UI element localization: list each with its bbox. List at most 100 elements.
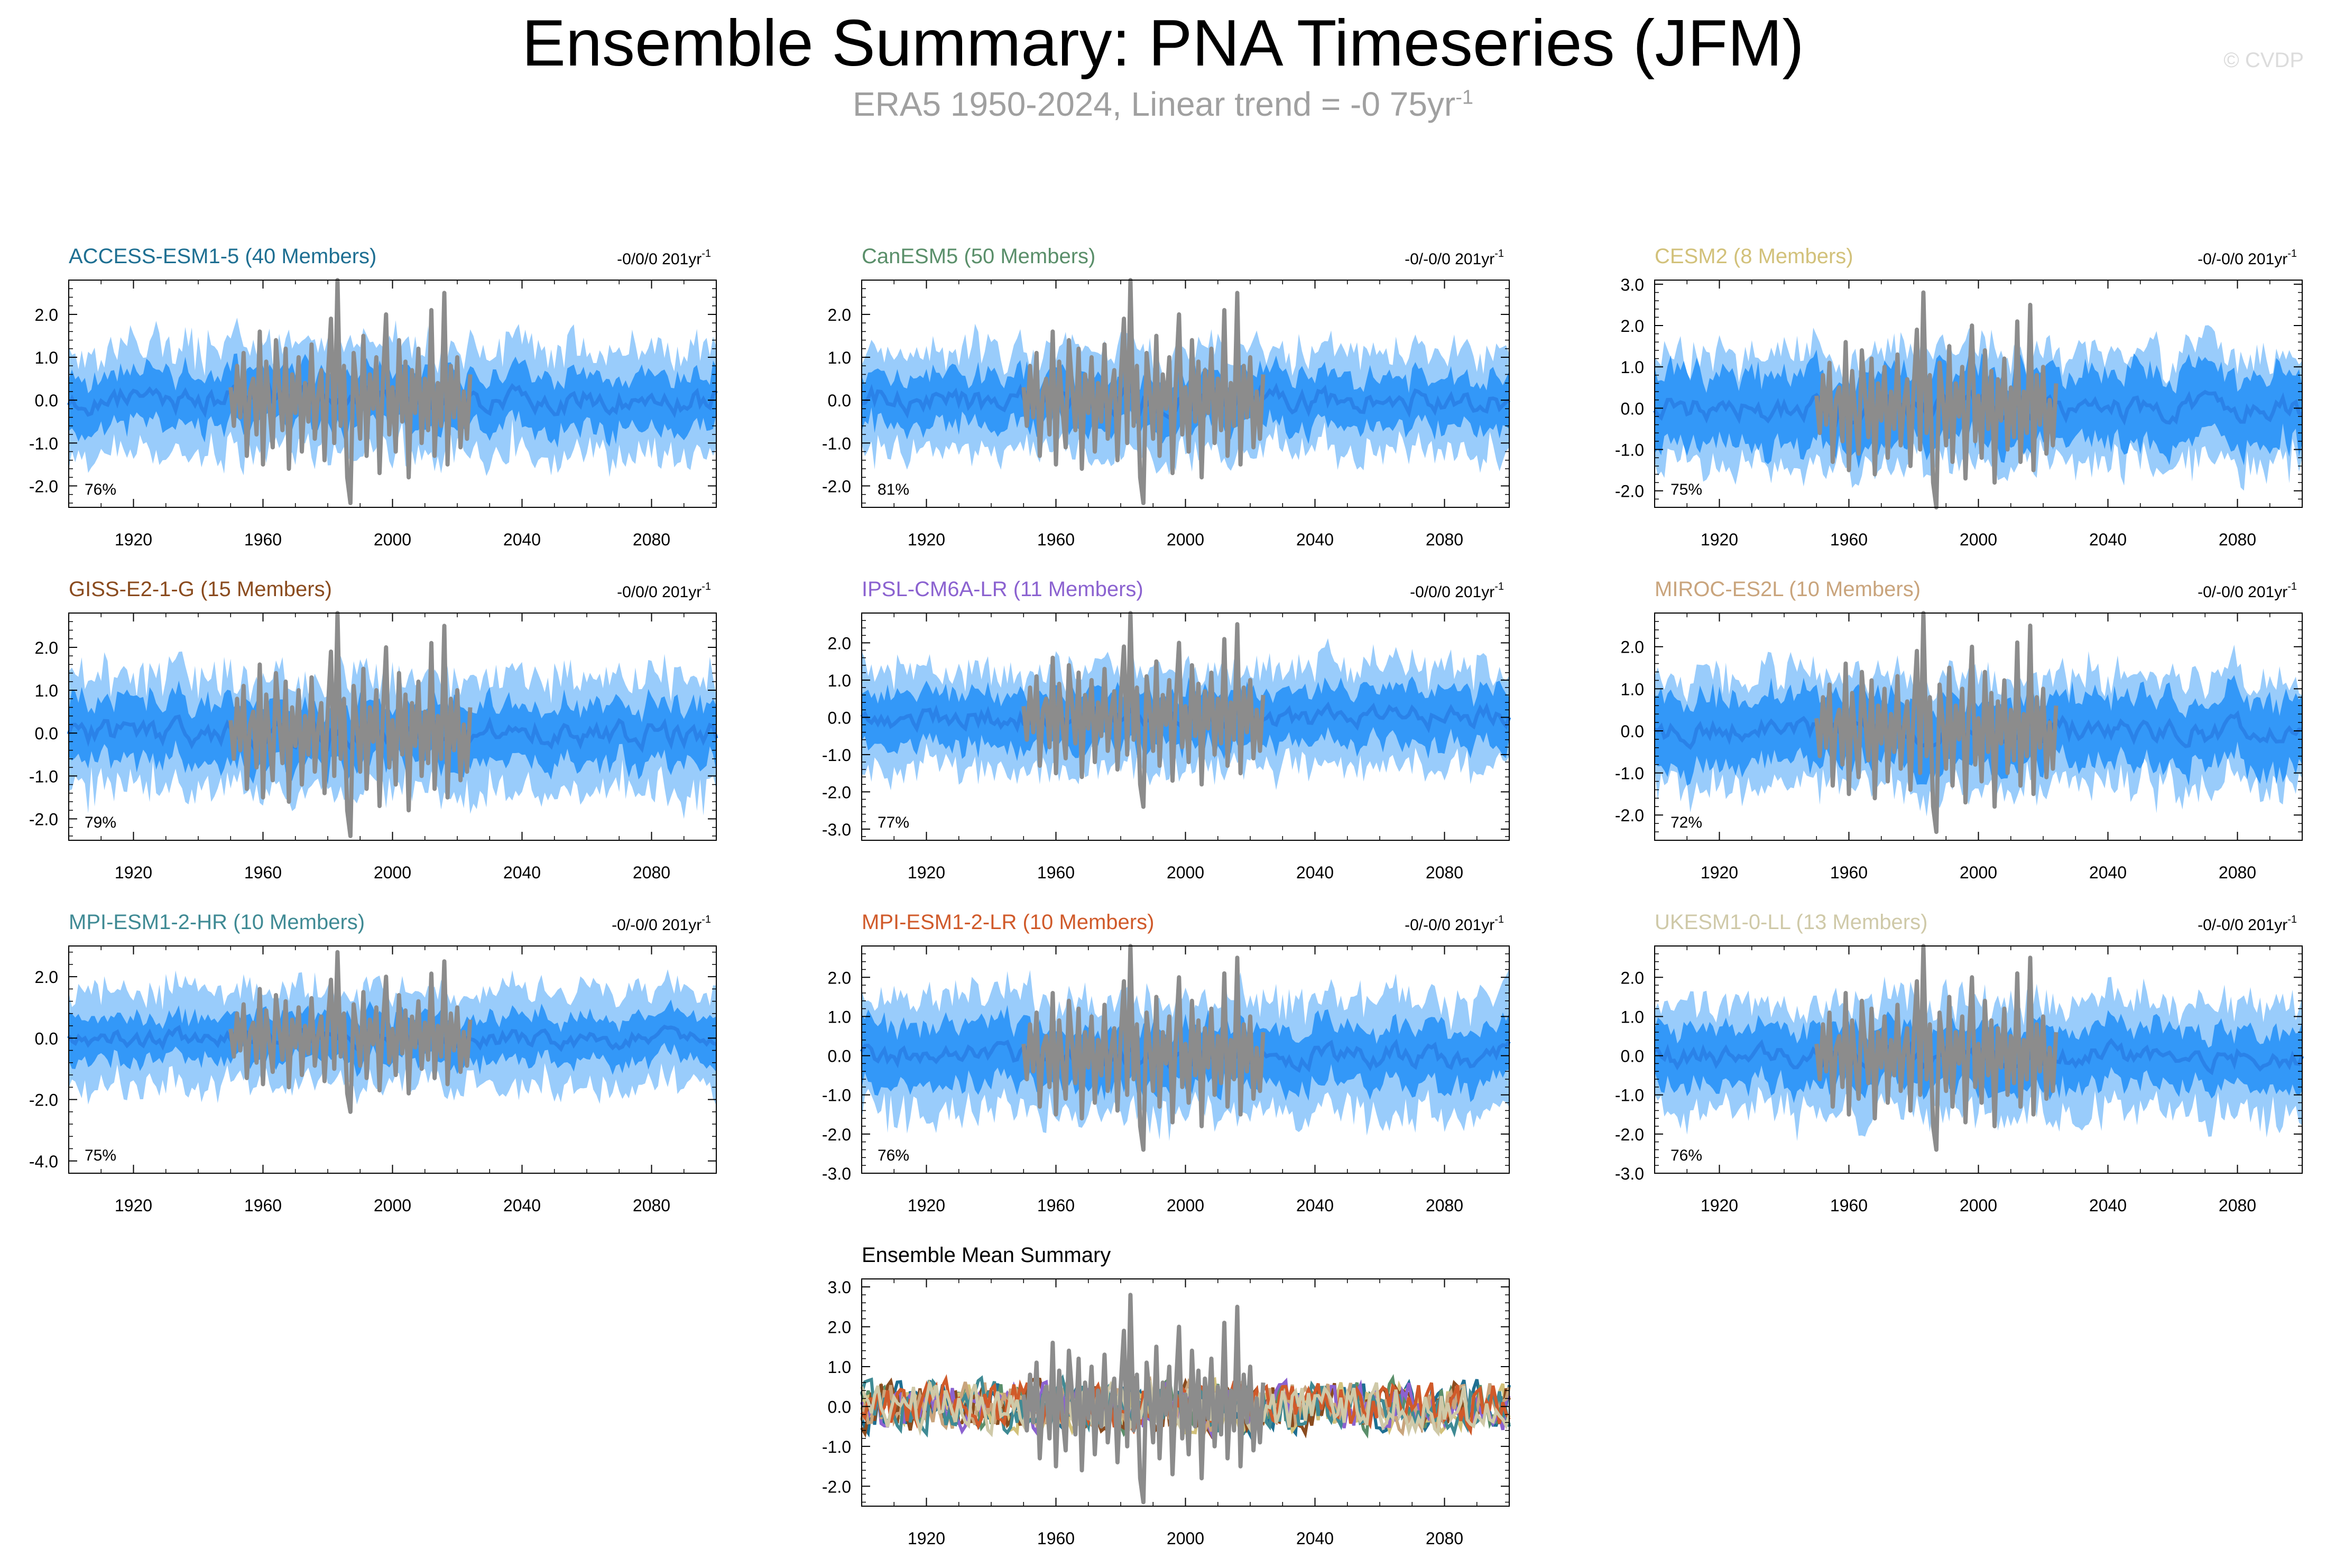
panel-ipsl-cm6a-lr-11-members: IPSL-CM6A-LR (11 Members) -0/0/0 201yr-1 2… bbox=[822, 578, 1511, 882]
panel-canesm5-50-members: CanESM5 (50 Members) -0/-0/0 201yr-1 2.0 1.… bbox=[822, 245, 1511, 549]
y-tick-label: 1.0 bbox=[828, 1007, 851, 1026]
x-tick-label: 2040 bbox=[1296, 863, 1334, 882]
x-tick-label: 2080 bbox=[633, 863, 670, 882]
x-tick-label: 2000 bbox=[1167, 863, 1204, 882]
trend-exponent: -1 bbox=[1494, 914, 1504, 925]
x-tick-label: 1960 bbox=[1830, 1196, 1868, 1215]
y-tick-label: -3.0 bbox=[822, 820, 851, 839]
panel-title: ACCESS-ESM1-5 (40 Members) bbox=[69, 245, 376, 268]
x-tick-label: 2000 bbox=[1960, 530, 1997, 549]
y-tick-label: -1.0 bbox=[822, 746, 851, 765]
trend-exponent: -1 bbox=[2287, 248, 2297, 259]
x-tick-label: 1920 bbox=[1701, 1196, 1738, 1215]
y-tick-label: 2.0 bbox=[828, 1318, 851, 1337]
observation-line bbox=[1021, 1293, 1266, 1505]
x-tick-label: 2040 bbox=[2089, 863, 2127, 882]
x-tick-label: 1960 bbox=[244, 863, 282, 882]
trend-label: -0/0/0 201yr-1 bbox=[617, 581, 711, 601]
x-tick-label: 2000 bbox=[1167, 1196, 1204, 1215]
percent-label: 76% bbox=[878, 1147, 909, 1164]
y-tick-label: 0.0 bbox=[1621, 722, 1644, 741]
y-tick-label: 1.0 bbox=[828, 348, 851, 367]
y-tick-label: 2.0 bbox=[828, 305, 851, 324]
x-tick-label: 1920 bbox=[908, 863, 945, 882]
y-tick-label: 2.0 bbox=[828, 634, 851, 653]
y-tick-label: -2.0 bbox=[1615, 482, 1644, 501]
y-tick-label: -2.0 bbox=[822, 783, 851, 802]
panel-access-esm1-5-40-members: ACCESS-ESM1-5 (40 Members) -0/0/0 201yr-1… bbox=[29, 245, 718, 549]
panel-title: CESM2 (8 Members) bbox=[1655, 245, 1853, 268]
y-tick-label: 0.0 bbox=[828, 708, 851, 727]
x-tick-label: 1960 bbox=[1830, 863, 1868, 882]
y-tick-label: -3.0 bbox=[1615, 1164, 1644, 1183]
y-tick-label: 2.0 bbox=[1621, 638, 1644, 657]
panel-title: MPI-ESM1-2-HR (10 Members) bbox=[69, 911, 365, 934]
x-tick-label: 2040 bbox=[1296, 530, 1334, 549]
y-tick-label: -2.0 bbox=[822, 1125, 851, 1144]
observation-line bbox=[228, 611, 473, 838]
y-tick-label: 2.0 bbox=[35, 305, 58, 324]
y-tick-label: 1.0 bbox=[828, 671, 851, 690]
trend-exponent: -1 bbox=[2287, 581, 2297, 592]
trend-label: -0/-0/0 201yr-1 bbox=[612, 914, 711, 934]
x-tick-label: 2040 bbox=[1296, 1196, 1334, 1215]
y-tick-label: 1.0 bbox=[35, 681, 58, 700]
x-tick-label: 1920 bbox=[1701, 530, 1738, 549]
trend-exponent: -1 bbox=[702, 914, 711, 925]
observation-line bbox=[1021, 278, 1266, 505]
y-tick-label: -2.0 bbox=[29, 477, 58, 496]
x-tick-label: 2080 bbox=[1426, 1196, 1463, 1215]
observation-line bbox=[228, 950, 473, 1114]
percent-label: 75% bbox=[85, 1147, 116, 1164]
observation-line bbox=[1021, 944, 1266, 1152]
x-tick-label: 1920 bbox=[908, 530, 945, 549]
y-tick-label: 1.0 bbox=[1621, 680, 1644, 699]
y-tick-label: -3.0 bbox=[822, 1164, 851, 1183]
y-tick-label: -2.0 bbox=[29, 810, 58, 829]
x-tick-label: 1960 bbox=[244, 530, 282, 549]
y-tick-label: 0.0 bbox=[1621, 399, 1644, 418]
x-tick-label: 2080 bbox=[1426, 1529, 1463, 1548]
y-tick-label: 0.0 bbox=[35, 1029, 58, 1048]
percent-label: 72% bbox=[1670, 814, 1702, 831]
trend-exponent: -1 bbox=[702, 248, 711, 259]
y-tick-label: 2.0 bbox=[1621, 317, 1644, 336]
trend-label: -0/-0/0 201yr-1 bbox=[1405, 914, 1504, 934]
x-tick-label: 1920 bbox=[908, 1529, 945, 1548]
y-tick-label: -1.0 bbox=[822, 1086, 851, 1105]
panel-title: MPI-ESM1-2-LR (10 Members) bbox=[862, 911, 1154, 934]
y-tick-label: -2.0 bbox=[822, 1477, 851, 1496]
panel-giss-e2-1-g-15-members: GISS-E2-1-G (15 Members) -0/0/0 201yr-1 2.… bbox=[29, 578, 718, 882]
y-tick-label: -1.0 bbox=[29, 767, 58, 786]
y-tick-label: 0.0 bbox=[35, 724, 58, 743]
x-tick-label: 2040 bbox=[2089, 1196, 2127, 1215]
x-tick-label: 1960 bbox=[1037, 1196, 1075, 1215]
y-tick-label: 2.0 bbox=[35, 968, 58, 987]
y-tick-label: -1.0 bbox=[29, 434, 58, 453]
y-tick-label: -2.0 bbox=[822, 477, 851, 496]
cvdp-watermark: © CVDP bbox=[2223, 49, 2304, 72]
percent-label: 76% bbox=[1670, 1147, 1702, 1164]
y-tick-label: -2.0 bbox=[1615, 1125, 1644, 1144]
y-tick-label: 0.0 bbox=[35, 391, 58, 410]
observation-line bbox=[1814, 944, 2059, 1152]
y-tick-label: -2.0 bbox=[1615, 806, 1644, 825]
trend-label: -0/-0/0 201yr-1 bbox=[2198, 248, 2297, 268]
subtitle-exponent: -1 bbox=[1455, 86, 1474, 109]
page-title: Ensemble Summary: PNA Timeseries (JFM) bbox=[522, 7, 1804, 80]
trend-label: -0/-0/0 201yr-1 bbox=[2198, 581, 2297, 601]
x-tick-label: 2080 bbox=[2219, 1196, 2256, 1215]
y-tick-label: 0.0 bbox=[828, 1047, 851, 1066]
y-tick-label: 1.0 bbox=[1621, 1007, 1644, 1026]
observation-line bbox=[1021, 611, 1266, 809]
trend-exponent: -1 bbox=[1494, 581, 1504, 592]
percent-label: 76% bbox=[85, 481, 116, 498]
x-tick-label: 2040 bbox=[1296, 1529, 1334, 1548]
x-tick-label: 2080 bbox=[633, 530, 670, 549]
subtitle-text: ERA5 1950-2024, Linear trend = -0 75yr bbox=[852, 85, 1456, 123]
panel-title: Ensemble Mean Summary bbox=[862, 1244, 1111, 1267]
x-tick-label: 2000 bbox=[374, 530, 411, 549]
x-tick-label: 2080 bbox=[2219, 863, 2256, 882]
trend-label: -0/0/0 201yr-1 bbox=[1410, 581, 1504, 601]
x-tick-label: 2000 bbox=[374, 863, 411, 882]
